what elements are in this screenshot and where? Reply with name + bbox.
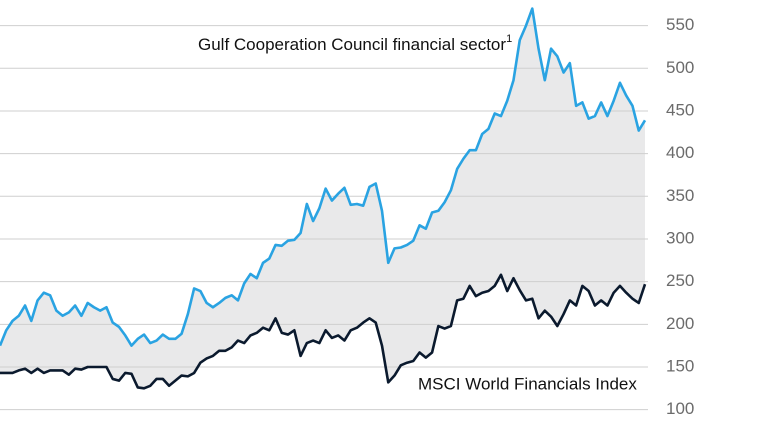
- y-tick-label: 500: [666, 58, 694, 77]
- y-tick-label: 100: [666, 399, 694, 418]
- y-tick-label: 150: [666, 356, 694, 375]
- y-tick-label: 550: [666, 15, 694, 34]
- y-tick-label: 250: [666, 271, 694, 290]
- series-line: [0, 7, 647, 347]
- series-name: Gulf Cooperation Council financial secto…: [198, 35, 506, 54]
- y-tick-label: 400: [666, 143, 694, 162]
- y-tick-label: 450: [666, 100, 694, 119]
- series-label: Gulf Cooperation Council financial secto…: [198, 33, 512, 55]
- y-tick-label: 200: [666, 314, 694, 333]
- y-tick-label: 300: [666, 228, 694, 247]
- y-tick-label: 350: [666, 186, 694, 205]
- footnote-marker: 1: [506, 33, 512, 45]
- band-fill: [0, 8, 645, 389]
- series-label: MSCI World Financials Index: [418, 374, 637, 393]
- series-line: [0, 273, 647, 390]
